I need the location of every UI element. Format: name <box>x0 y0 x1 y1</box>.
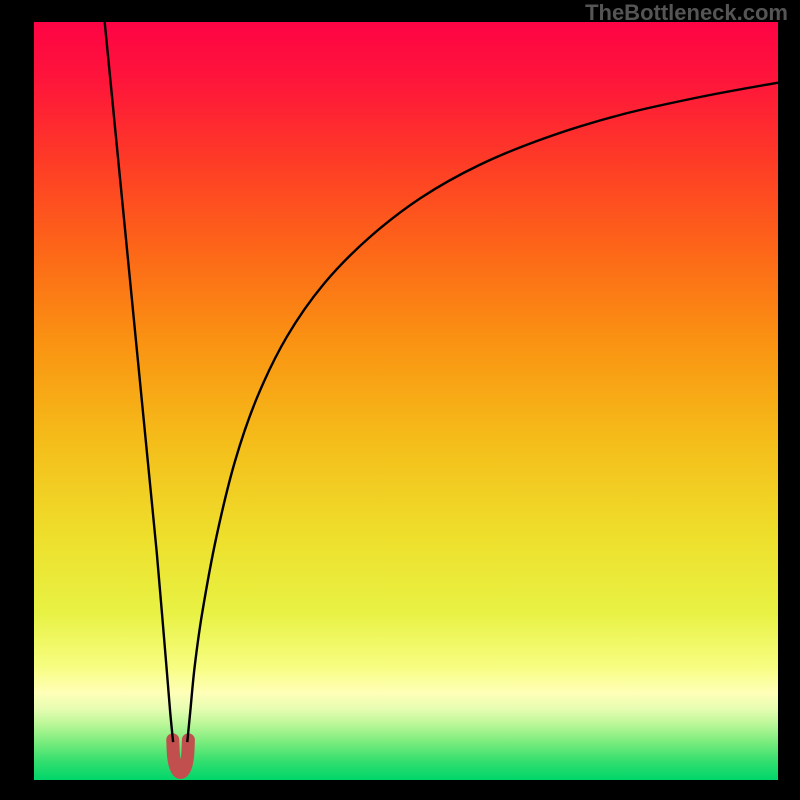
bottleneck-chart <box>0 0 800 800</box>
plot-area <box>34 22 778 780</box>
chart-container: { "canvas": { "width": 800, "height": 80… <box>0 0 800 800</box>
